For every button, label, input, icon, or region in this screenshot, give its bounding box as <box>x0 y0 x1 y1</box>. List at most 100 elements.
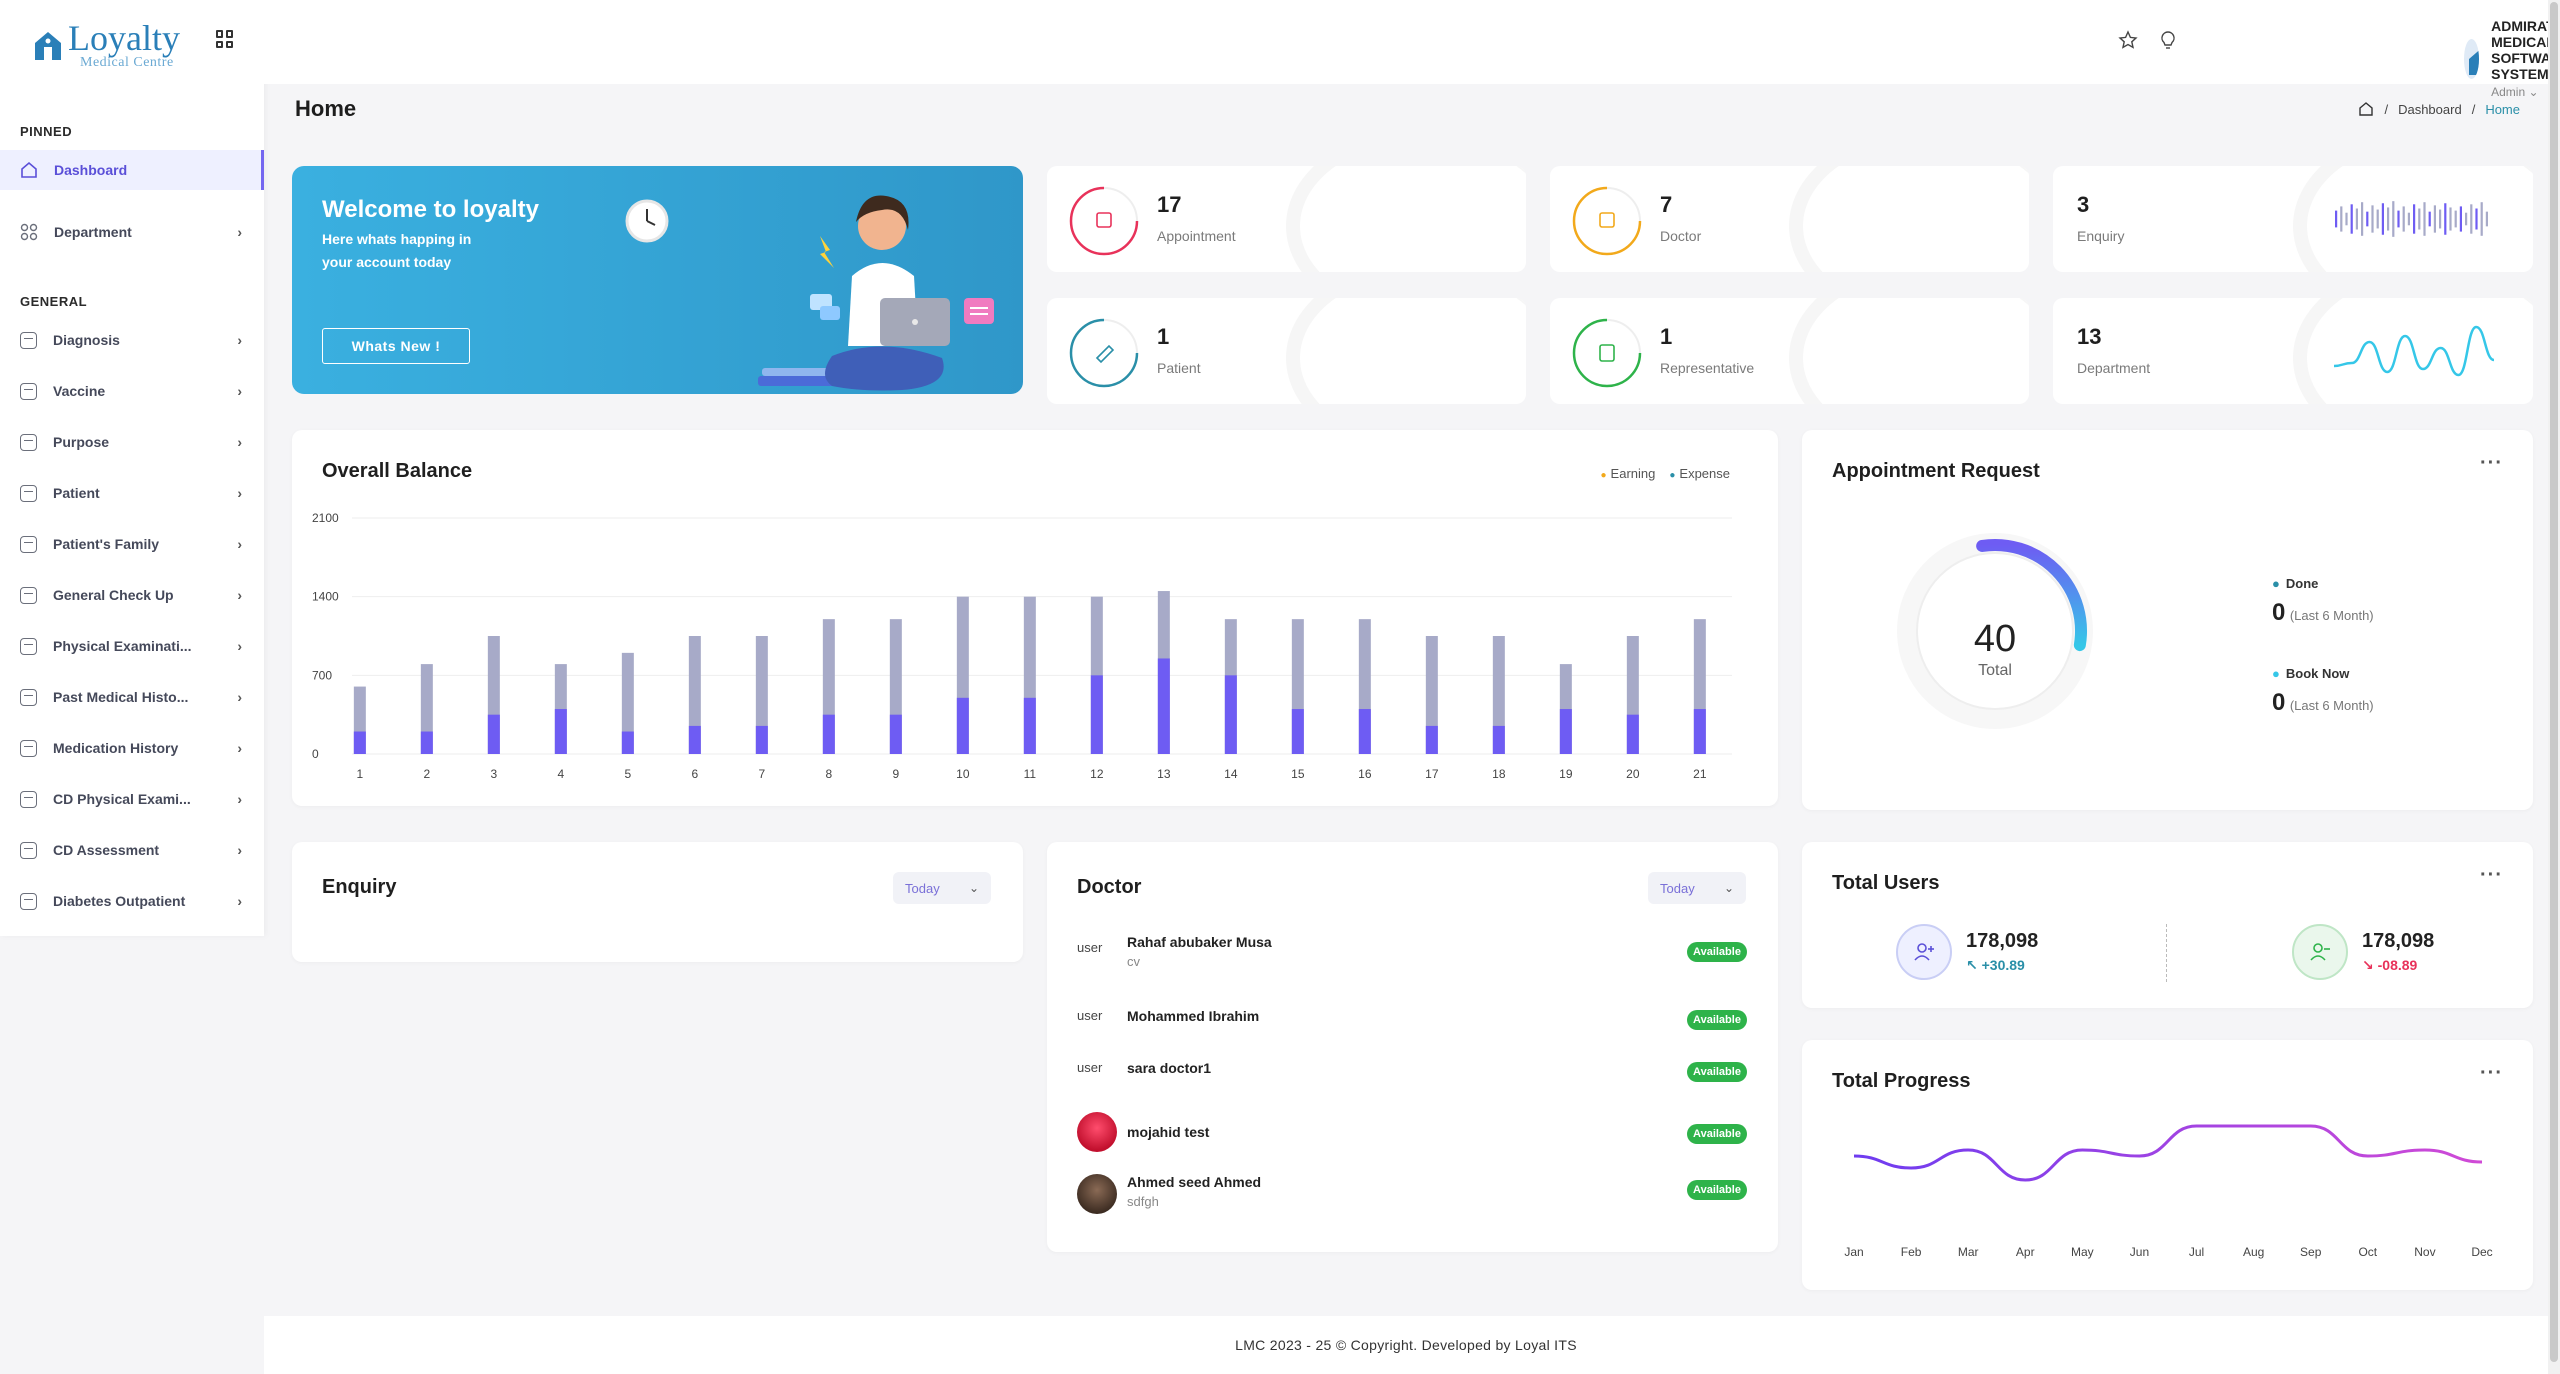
more-options-icon[interactable]: ··· <box>2480 864 2503 886</box>
status-badge: Available <box>1687 1010 1747 1030</box>
bar-earning[interactable] <box>889 714 902 754</box>
avatar <box>1077 1174 1117 1214</box>
y-tick-label: 700 <box>312 668 332 682</box>
doctor-row[interactable]: mojahid test Available <box>1077 1112 1777 1152</box>
doctor-row[interactable]: Ahmed seed Ahmed sdfgh Available <box>1077 1174 1777 1220</box>
appointment-donut <box>1897 533 2093 729</box>
bar-earning[interactable] <box>1090 675 1103 754</box>
folder-icon <box>20 331 37 349</box>
sidebar-item-cd-physical-examination[interactable]: CD Physical Exami... › <box>0 779 264 819</box>
bar-earning[interactable] <box>1291 709 1304 754</box>
y-tick-label: 1400 <box>312 590 339 604</box>
bar-earning[interactable] <box>956 697 969 754</box>
doctor-avatar-alt: user <box>1077 940 1103 955</box>
card-title: Overall Balance <box>322 460 473 482</box>
bar-earning[interactable] <box>1559 709 1572 754</box>
bar-earning[interactable] <box>1157 658 1170 754</box>
menu-grid-icon[interactable] <box>216 30 234 48</box>
sidebar-item-patients-family[interactable]: Patient's Family › <box>0 524 264 564</box>
clock-icon <box>625 199 669 243</box>
star-icon[interactable] <box>2118 30 2138 50</box>
bar-earning[interactable] <box>1693 709 1706 754</box>
stat-card-appointment[interactable]: 17 Appointment <box>1047 166 1526 272</box>
stat-card-department[interactable]: 13 Department <box>2053 298 2533 404</box>
bar-earning[interactable] <box>353 731 366 754</box>
stat-card-doctor[interactable]: 7 Doctor <box>1550 166 2029 272</box>
bar-expense[interactable] <box>1425 636 1438 754</box>
doctor-name: Mohammed Ibrahim <box>1127 1008 1260 1024</box>
welcome-title: Welcome to loyalty <box>322 196 539 223</box>
chevron-right-icon: › <box>237 638 242 654</box>
spark-bar <box>2381 203 2384 235</box>
bar-earning[interactable] <box>1626 714 1639 754</box>
bar-earning[interactable] <box>621 731 634 754</box>
sidebar-item-past-medical-history[interactable]: Past Medical Histo... › <box>0 677 264 717</box>
y-tick-label: 2100 <box>312 511 339 525</box>
sidebar-item-department[interactable]: Department › <box>0 212 264 252</box>
stat-label: Representative <box>1660 360 1755 376</box>
bar-earning[interactable] <box>1492 725 1505 754</box>
sidebar-item-general-check-up[interactable]: General Check Up › <box>0 575 264 615</box>
bar-earning[interactable] <box>1023 697 1036 754</box>
more-options-icon[interactable]: ··· <box>2480 452 2503 474</box>
bar-earning[interactable] <box>822 714 835 754</box>
page-scrollbar[interactable] <box>2548 0 2560 1374</box>
enquiry-filter-select[interactable]: Today ⌄ <box>893 872 991 904</box>
spark-bar <box>2428 211 2431 227</box>
scrollbar-thumb[interactable] <box>2550 2 2558 1362</box>
bar-expense[interactable] <box>688 636 701 754</box>
progress-ring <box>1572 186 1642 256</box>
legend-earning[interactable]: Earning <box>1601 466 1656 481</box>
legend-expense[interactable]: Expense <box>1669 466 1730 481</box>
x-tick-label: 18 <box>1492 767 1506 781</box>
spark-bar <box>2470 204 2473 234</box>
logo-icon <box>35 32 61 60</box>
doctor-row[interactable]: user Rahaf abubaker Musa cv Available <box>1077 934 1777 974</box>
x-tick-label: 17 <box>1425 767 1439 781</box>
bar-earning[interactable] <box>755 725 768 754</box>
sidebar-item-cd-assessment[interactable]: CD Assessment › <box>0 830 264 870</box>
sidebar-item-dashboard[interactable]: Dashboard <box>0 150 264 190</box>
home-icon[interactable] <box>2358 101 2374 117</box>
sidebar-item-diabetes-outpatient[interactable]: Diabetes Outpatient › <box>0 881 264 921</box>
bar-earning[interactable] <box>688 725 701 754</box>
bar-earning[interactable] <box>1425 725 1438 754</box>
stat-card-representative[interactable]: 1 Representative <box>1550 298 2029 404</box>
bar-earning[interactable] <box>420 731 433 754</box>
doctor-row[interactable]: user Mohammed Ibrahim Available <box>1077 1006 1777 1046</box>
stat-value: 3 <box>2077 192 2090 217</box>
stat-card-enquiry[interactable]: 3 Enquiry <box>2053 166 2533 272</box>
bar-earning[interactable] <box>1358 709 1371 754</box>
bar-earning[interactable] <box>487 714 500 754</box>
breadcrumb-dashboard[interactable]: Dashboard <box>2398 101 2462 117</box>
sidebar-item-diagnosis[interactable]: Diagnosis › <box>0 320 264 360</box>
stat-value: 7 <box>1660 192 1673 217</box>
stat-card-patient[interactable]: 1 Patient <box>1047 298 1526 404</box>
bar-earning[interactable] <box>1224 675 1237 754</box>
bar-expense[interactable] <box>755 636 768 754</box>
doctor-row[interactable]: user sara doctor1 Available <box>1077 1058 1777 1098</box>
x-tick-label: Apr <box>2016 1245 2035 1259</box>
bar-expense[interactable] <box>1492 636 1505 754</box>
bar-earning[interactable] <box>554 709 567 754</box>
more-options-icon[interactable]: ··· <box>2480 1062 2503 1084</box>
total-progress-chart: Jan Feb Mar Apr May Jun Jul Aug Sep Oct Nov Dec <box>1844 1124 2493 1259</box>
welcome-card: Welcome to loyalty Here whats happing in… <box>292 166 1023 394</box>
chevron-down-icon: ⌄ <box>1723 881 1734 895</box>
spark-bar <box>2439 209 2442 229</box>
bulb-icon[interactable] <box>2158 30 2178 50</box>
sidebar-item-vaccine[interactable]: Vaccine › <box>0 371 264 411</box>
whats-new-button[interactable]: Whats New ! <box>322 328 470 364</box>
sidebar-item-medication-history[interactable]: Medication History › <box>0 728 264 768</box>
doctor-card: Doctor Today ⌄ user Rahaf abubaker Musa c… <box>1047 842 1778 1252</box>
doctor-filter-select[interactable]: Today ⌄ <box>1648 872 1746 904</box>
brand-logo[interactable]: Loyalty Medical Centre <box>0 0 264 92</box>
bar-expense[interactable] <box>621 652 634 754</box>
sidebar-item-physical-examination[interactable]: Physical Examinati... › <box>0 626 264 666</box>
chevron-right-icon: › <box>237 383 242 399</box>
sidebar-item-patient[interactable]: Patient › <box>0 473 264 513</box>
arrow-up-left-icon: ↖ <box>1966 957 1978 973</box>
sidebar-item-purpose[interactable]: Purpose › <box>0 422 264 462</box>
user-profile[interactable]: ADMIRAT MEDICAL SOFTWARE SYSTEM Admin ⌄ <box>2464 18 2560 99</box>
progress-ring <box>1069 318 1139 388</box>
